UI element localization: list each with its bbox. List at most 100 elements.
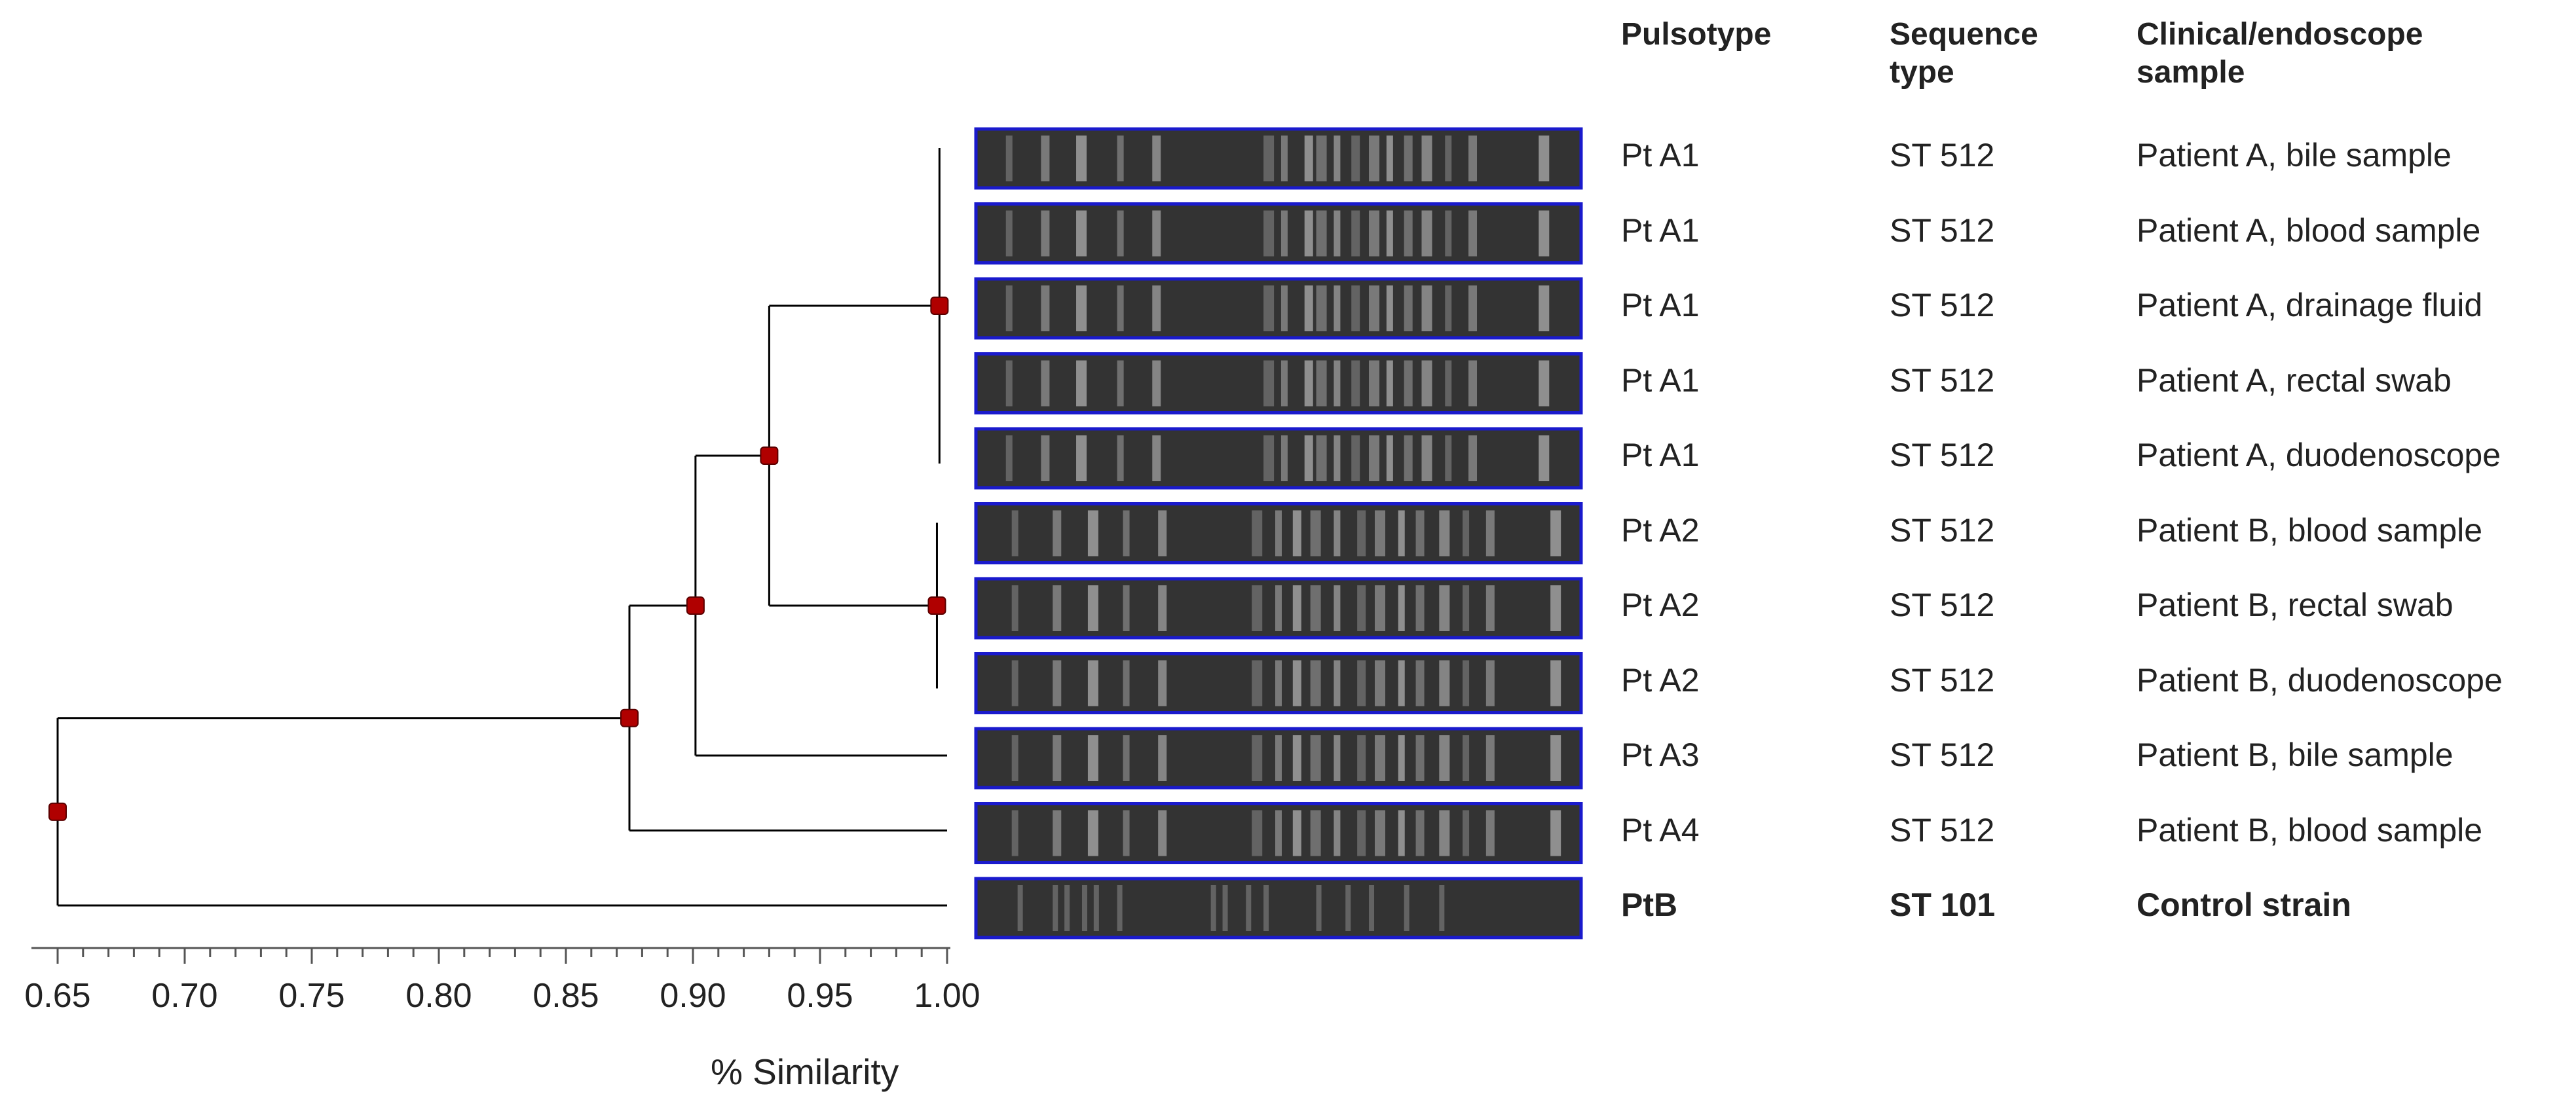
gel-band [1117, 136, 1124, 181]
gel-band [1087, 810, 1098, 856]
gel-band [1011, 735, 1018, 781]
gel-band [1076, 136, 1087, 181]
gel-band [1386, 360, 1393, 407]
gel-band [1439, 510, 1450, 556]
gel-band [1292, 735, 1301, 781]
row-2-pulsotype: Pt A1 [1621, 211, 1700, 249]
gel-lane-6 [974, 502, 1583, 564]
gel-band [1087, 585, 1098, 631]
gel-band [1550, 735, 1561, 781]
gel-band [1485, 660, 1495, 706]
gel-band [1374, 735, 1385, 781]
gel-band [1011, 510, 1018, 556]
gel-band [1415, 735, 1425, 781]
gel-band [1152, 435, 1161, 481]
gel-band [1421, 435, 1432, 481]
gel-band [1304, 360, 1313, 407]
gel-band [1468, 360, 1478, 407]
gel-band [1210, 885, 1216, 931]
gel-band [1421, 210, 1432, 257]
gel-band [1123, 810, 1130, 856]
row-3-sequence-type: ST 512 [1890, 287, 1995, 323]
x-axis-label: % Similarity [711, 1051, 899, 1092]
gel-band [1158, 585, 1167, 631]
gel-band [1005, 136, 1013, 181]
gel-band [1053, 585, 1062, 631]
axis-tick-label: 0.75 [278, 977, 345, 1015]
gel-band [1041, 360, 1050, 407]
gel-band [1310, 735, 1321, 781]
gel-band [1445, 360, 1452, 407]
gel-band [1357, 585, 1366, 631]
gel-band [1252, 735, 1263, 781]
gel-band [1222, 885, 1228, 931]
axis-tick-label: 0.90 [660, 977, 726, 1015]
axis-tick-label: 0.80 [405, 977, 472, 1015]
gel-band [1550, 810, 1561, 856]
gel-band [1463, 660, 1470, 706]
gel-band [1005, 285, 1013, 331]
row-7-pulsotype: Pt A2 [1621, 587, 1700, 623]
gel-band [1463, 585, 1470, 631]
gel-band [1304, 210, 1313, 257]
gel-band [1280, 360, 1288, 407]
gel-band [1316, 435, 1327, 481]
gel-band [1158, 810, 1167, 856]
gel-band [1421, 360, 1432, 407]
gel-band [1334, 136, 1341, 181]
header-sequence-type: Sequence type [1890, 17, 2038, 90]
gel-band [1316, 210, 1327, 257]
row-3-pulsotype: Pt A1 [1621, 287, 1700, 323]
gel-band [1292, 810, 1301, 856]
gel-band [1421, 136, 1432, 181]
gel-band [1351, 210, 1360, 257]
gel-band [1275, 660, 1282, 706]
row-11-sample: Control strain [2137, 886, 2351, 923]
gel-band [1087, 660, 1098, 706]
gel-band [1334, 810, 1341, 856]
row-10-sample: Patient B, blood sample [2137, 811, 2483, 848]
gel-band [1087, 510, 1098, 556]
gel-band [1310, 660, 1321, 706]
gel-band [1357, 735, 1366, 781]
node-marker-A2 [927, 596, 946, 615]
gel-band [1445, 285, 1452, 331]
node-marker-A1 [930, 297, 949, 315]
gel-band [1404, 136, 1413, 181]
row-7-sequence-type: ST 512 [1890, 587, 1995, 623]
gel-band [1252, 660, 1263, 706]
gel-band [1310, 810, 1321, 856]
gel-band [1053, 510, 1062, 556]
gel-band [1404, 435, 1413, 481]
gel-band [1152, 210, 1161, 257]
node-marker-withA4 [620, 708, 639, 727]
gel-band [1550, 585, 1561, 631]
gel-band [1334, 360, 1341, 407]
gel-band [1463, 735, 1470, 781]
gel-band [1374, 510, 1385, 556]
row-8-pulsotype: Pt A2 [1621, 661, 1700, 699]
gel-band [1334, 435, 1341, 481]
row-7-sample: Patient B, rectal swab [2137, 587, 2454, 623]
gel-band [1439, 585, 1450, 631]
gel-band [1398, 735, 1405, 781]
node-marker-A1A2 [760, 447, 779, 465]
gel-band [1334, 210, 1341, 257]
gel-lane-11 [974, 877, 1583, 940]
gel-band [1158, 660, 1167, 706]
gel-band [1263, 285, 1275, 331]
row-8-sample: Patient B, duodenoscope [2137, 661, 2503, 699]
gel-band [1485, 585, 1495, 631]
gel-band [1263, 885, 1269, 931]
gel-band [1316, 885, 1322, 931]
gel-band [1158, 735, 1167, 781]
gel-band [1263, 360, 1275, 407]
row-2-sequence-type: ST 512 [1890, 211, 1995, 249]
row-10-sequence-type: ST 512 [1890, 811, 1995, 848]
row-6-sequence-type: ST 512 [1890, 511, 1995, 549]
gel-band [1304, 285, 1313, 331]
row-8-sequence-type: ST 512 [1890, 661, 1995, 699]
gel-band [1415, 660, 1425, 706]
gel-band [1081, 885, 1087, 931]
